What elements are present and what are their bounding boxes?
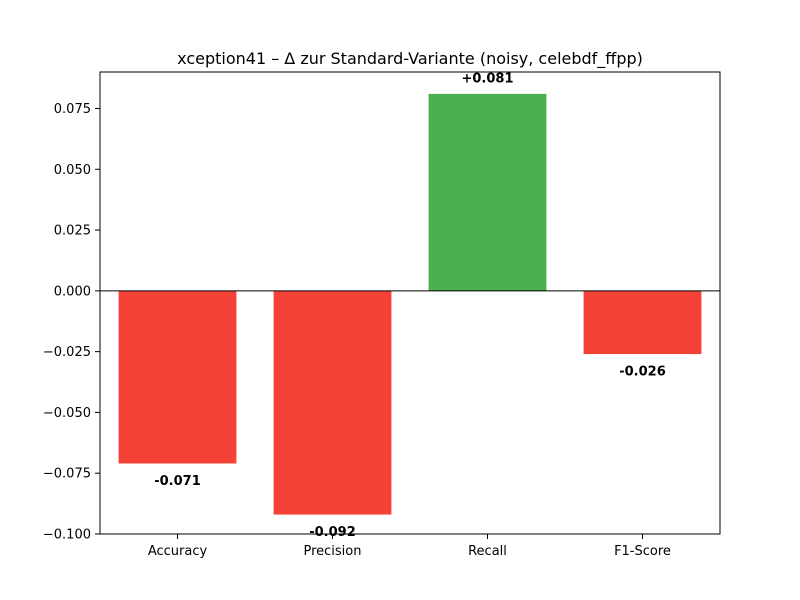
data-label-accuracy: -0.071: [154, 474, 201, 489]
y-tick-label: −0.100: [43, 528, 91, 543]
bar-f1-score: [583, 290, 702, 355]
bars-group: [100, 93, 720, 515]
y-tick-label: −0.075: [43, 467, 91, 482]
data-label-precision: -0.092: [309, 525, 356, 540]
x-tick-label: Precision: [303, 544, 361, 559]
bar-recall: [428, 93, 547, 291]
bar-precision: [273, 290, 392, 515]
plot-frame: [99, 71, 721, 535]
y-tick-label: −0.025: [43, 345, 91, 360]
chart-title: xception41 – Δ zur Standard-Variante (no…: [177, 49, 643, 69]
y-axis: −0.100 −0.075 −0.050 −0.025 0.000 0.025 0.050 0…: [43, 102, 100, 543]
data-labels-group: -0.071 -0.092 +0.081 -0.026: [154, 72, 666, 540]
y-tick-label: 0.075: [54, 102, 91, 117]
bar-accuracy: [118, 290, 237, 464]
data-label-f1-score: -0.026: [619, 364, 666, 379]
x-tick-label: Recall: [468, 544, 507, 559]
data-label-recall: +0.081: [461, 72, 513, 87]
y-tick-label: 0.025: [54, 224, 91, 239]
y-tick-label: −0.050: [43, 406, 91, 421]
y-tick-label: 0.050: [54, 163, 91, 178]
x-tick-label: F1-Score: [614, 544, 671, 559]
x-tick-label: Accuracy: [148, 544, 208, 559]
y-tick-label: 0.000: [54, 284, 91, 299]
x-axis: Accuracy Precision Recall F1-Score: [148, 534, 671, 559]
